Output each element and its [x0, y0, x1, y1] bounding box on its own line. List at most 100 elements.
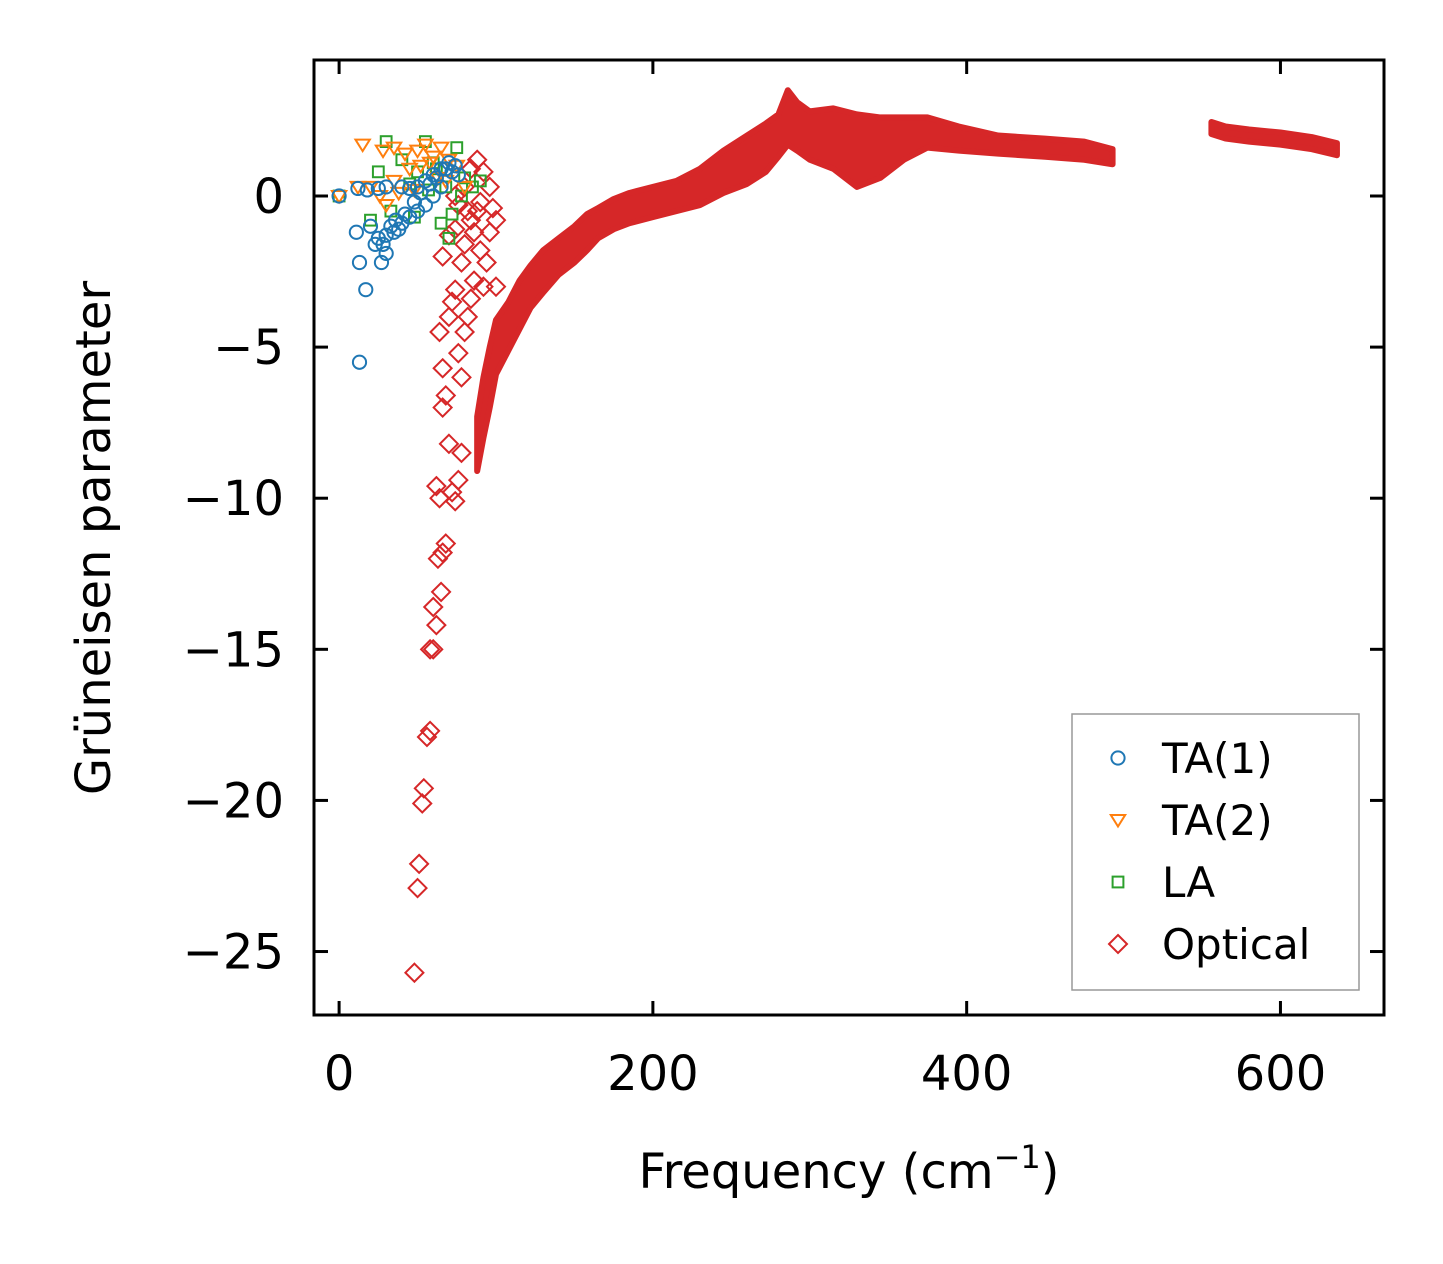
data-point	[362, 218, 379, 234]
x-tick-label: 400	[921, 1046, 1013, 1102]
data-point	[479, 176, 501, 198]
data-point	[422, 638, 444, 660]
data-point	[421, 156, 440, 172]
data-point	[450, 141, 464, 155]
data-point	[350, 180, 366, 197]
data-point	[413, 185, 429, 201]
data-point	[485, 209, 507, 231]
data-point	[403, 962, 425, 984]
data-point	[438, 433, 460, 455]
data-point	[457, 200, 479, 222]
data-point	[433, 179, 449, 195]
data-point	[416, 138, 435, 153]
data-point	[425, 614, 447, 636]
data-point	[485, 276, 507, 298]
data-point	[407, 877, 428, 899]
data-point	[330, 189, 349, 205]
legend-label: TA(1)	[1161, 734, 1273, 783]
data-point	[348, 224, 364, 240]
data-point	[438, 161, 454, 177]
x-tick-label: 600	[1235, 1046, 1327, 1102]
optical-band	[474, 87, 1340, 475]
data-point	[447, 158, 463, 174]
data-point	[359, 182, 375, 198]
data-point	[378, 227, 394, 243]
data-point	[428, 170, 444, 186]
data-point	[379, 135, 393, 148]
y-tick-label: −20	[183, 773, 284, 829]
data-point	[377, 199, 396, 214]
data-point	[457, 306, 479, 328]
plot-frame	[312, 58, 1386, 1017]
data-point	[374, 144, 393, 160]
data-point	[408, 853, 430, 875]
data-point	[451, 366, 472, 388]
data-point	[416, 726, 438, 748]
data-points	[330, 135, 507, 984]
data-point	[447, 469, 469, 491]
data-point	[351, 354, 368, 370]
data-point	[445, 207, 459, 221]
legend: TA(1) TA(2) LA Optical	[1071, 713, 1360, 991]
data-point	[432, 357, 454, 379]
data-point	[435, 533, 457, 554]
series-optical	[403, 149, 507, 984]
data-point	[438, 306, 460, 328]
y-axis-ticks: 0 −5 −10 −15 −20 −25	[183, 169, 1384, 981]
data-point	[419, 638, 441, 660]
y-tick-label: −25	[183, 925, 284, 981]
data-point	[447, 342, 469, 364]
y-axis-title: Grüneisen parameter	[66, 281, 122, 796]
data-point	[378, 179, 394, 195]
data-point	[450, 167, 466, 183]
data-point	[364, 213, 377, 227]
y-tick-label: 0	[253, 169, 284, 225]
legend-marker-ta1	[1110, 750, 1126, 766]
data-point	[400, 162, 419, 178]
data-point	[455, 189, 468, 203]
optical-band-high	[1208, 118, 1340, 159]
x-axis-ticks: 0 200 400 600	[324, 60, 1326, 1102]
legend-label: TA(2)	[1161, 796, 1273, 845]
data-point	[442, 231, 456, 245]
optical-band-main	[474, 87, 1116, 475]
data-point	[370, 180, 386, 197]
data-point	[435, 385, 457, 406]
data-point	[427, 548, 449, 570]
data-point	[429, 321, 450, 343]
data-point	[411, 159, 430, 175]
data-point	[451, 442, 472, 464]
data-point	[469, 191, 491, 213]
y-tick-label: −5	[213, 320, 284, 376]
data-point	[444, 279, 466, 301]
legend-label: LA	[1162, 858, 1215, 907]
data-point	[463, 270, 485, 292]
x-tick-label: 200	[607, 1046, 699, 1102]
data-point	[351, 254, 368, 271]
data-point	[473, 161, 494, 183]
data-point	[455, 180, 474, 196]
data-point	[476, 252, 497, 273]
data-point	[460, 288, 482, 310]
data-point	[454, 233, 476, 255]
data-point	[395, 147, 415, 163]
legend-marker-la	[1111, 875, 1125, 889]
data-point	[373, 254, 390, 271]
data-point	[331, 188, 347, 204]
legend-marker-optical	[1107, 933, 1129, 955]
data-point	[432, 397, 454, 418]
data-point	[367, 236, 383, 252]
data-point	[463, 221, 485, 243]
data-point	[371, 165, 385, 179]
data-point	[422, 596, 444, 618]
legend-box	[1071, 713, 1360, 991]
data-point	[454, 321, 476, 343]
y-tick-label: −15	[183, 622, 284, 678]
data-point	[411, 793, 433, 814]
data-point	[434, 216, 448, 230]
data-point	[430, 581, 452, 603]
data-point	[441, 291, 463, 313]
legend-label: Optical	[1162, 920, 1310, 969]
data-point	[425, 475, 447, 497]
